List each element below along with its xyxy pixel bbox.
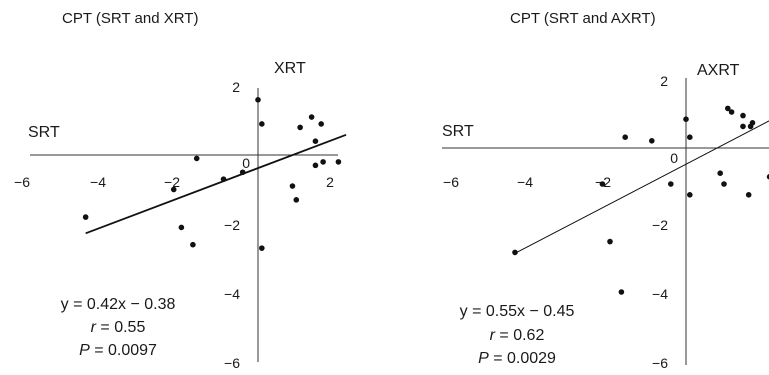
left-y-axis-label: XRT <box>274 60 306 77</box>
right-data-point <box>512 249 518 256</box>
right-chart-title: CPT (SRT and AXRT) <box>510 10 656 27</box>
right-data-point <box>599 181 606 187</box>
left-x-tick: 0 <box>242 155 250 171</box>
right-panel: CPT (SRT and AXRT) SRT AXRT −6 −4 −2 0 2… <box>442 10 769 371</box>
right-y-axis-label: AXRT <box>697 62 740 79</box>
right-data-point <box>728 109 735 115</box>
right-data-point <box>749 120 756 126</box>
left-data-point <box>190 241 196 248</box>
right-data-point <box>721 181 727 187</box>
left-r-value: r = 0.55 <box>91 319 146 336</box>
left-data-point <box>293 197 300 203</box>
left-data-point <box>259 245 265 251</box>
right-data-point <box>622 134 628 140</box>
right-regression-line <box>514 120 769 254</box>
right-data-point <box>717 170 723 176</box>
left-x-tick: −2 <box>164 174 180 190</box>
left-x-tick: −4 <box>90 174 106 190</box>
left-data-point <box>178 224 185 231</box>
left-data-point <box>312 162 319 169</box>
left-data-point <box>318 121 324 127</box>
right-data-point <box>766 174 769 180</box>
left-data-point <box>239 169 246 176</box>
left-p-number: = 0.0097 <box>90 342 157 359</box>
right-p-value: P = 0.0029 <box>478 350 556 367</box>
right-data-point <box>668 181 674 187</box>
left-data-point <box>220 176 227 182</box>
right-y-tick: −4 <box>652 286 668 302</box>
left-x-axis-label: SRT <box>28 124 60 141</box>
right-data-point <box>649 138 655 144</box>
left-chart-title: CPT (SRT and XRT) <box>62 10 198 27</box>
left-data-point <box>289 183 296 189</box>
right-x-tick: −6 <box>443 174 459 190</box>
right-data-point <box>607 238 613 245</box>
left-data-point <box>335 159 342 165</box>
left-regression-line <box>85 133 347 235</box>
right-data-point <box>740 123 746 130</box>
right-x-tick: −4 <box>517 174 533 190</box>
left-x-tick: −6 <box>14 174 30 190</box>
right-data-point <box>618 289 625 295</box>
right-data-point <box>740 112 746 119</box>
left-p-value: P = 0.0097 <box>79 342 157 359</box>
right-data-point <box>725 105 731 112</box>
right-y-tick: −6 <box>652 355 668 371</box>
left-y-tick: −2 <box>224 217 240 233</box>
right-p-number: = 0.0029 <box>489 350 556 367</box>
right-data-point <box>683 116 689 122</box>
left-data-point <box>170 186 177 193</box>
left-y-tick: −6 <box>224 355 240 371</box>
left-x-tick: 2 <box>326 174 334 190</box>
left-p-symbol: P <box>79 342 90 359</box>
right-x-tick: 0 <box>670 150 678 166</box>
right-r-number: = 0.62 <box>495 327 544 344</box>
right-y-tick: −2 <box>652 217 668 233</box>
left-data-point <box>82 214 89 220</box>
left-r-number: = 0.55 <box>96 319 145 336</box>
right-data-point <box>687 192 693 198</box>
left-y-tick: −4 <box>224 286 240 302</box>
left-data-point <box>259 121 265 127</box>
left-r-symbol: r <box>91 319 97 336</box>
left-regression-equation: y = 0.42x − 0.38 <box>61 296 176 313</box>
left-data-point <box>193 155 200 162</box>
right-data-point <box>745 192 752 198</box>
right-r-value: r = 0.62 <box>490 327 545 344</box>
left-data-point <box>297 124 303 131</box>
right-data-point <box>687 134 693 140</box>
left-data-point <box>320 159 326 165</box>
left-data-point <box>255 97 261 103</box>
left-y-tick: 2 <box>232 79 240 95</box>
right-x-axis-label: SRT <box>442 123 474 140</box>
left-panel: CPT (SRT and XRT) SRT XRT −6 −4 −2 0 2 2… <box>14 10 347 371</box>
left-data-point <box>312 138 319 144</box>
right-y-tick: 2 <box>660 73 668 89</box>
left-data-point <box>308 114 315 120</box>
right-regression-equation: y = 0.55x − 0.45 <box>460 303 575 320</box>
right-r-symbol: r <box>490 327 496 344</box>
right-p-symbol: P <box>478 350 489 367</box>
